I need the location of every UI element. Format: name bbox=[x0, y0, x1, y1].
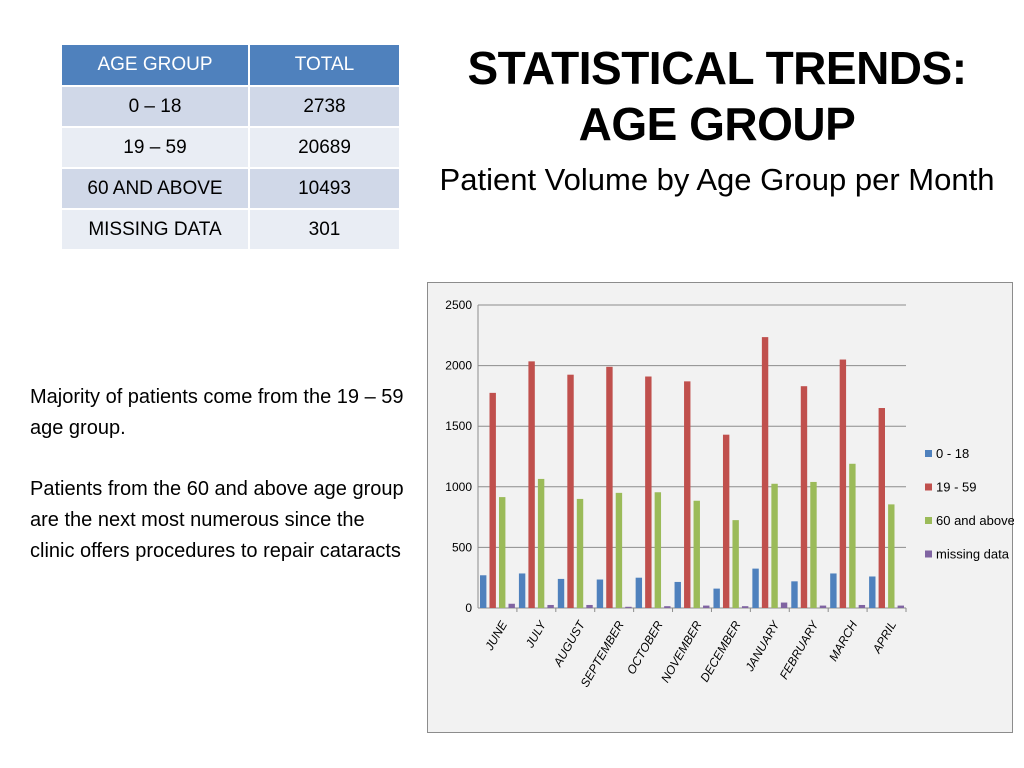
legend-label: missing data bbox=[936, 547, 1010, 562]
x-category-label: OCTOBER bbox=[624, 618, 666, 676]
age-group-table: AGE GROUP TOTAL 0 – 18 2738 19 – 59 2068… bbox=[60, 43, 401, 251]
bar-19---59 bbox=[684, 381, 691, 608]
bar-missing-data bbox=[897, 605, 904, 608]
total-cell: 20689 bbox=[248, 126, 401, 169]
x-category-label: DECEMBER bbox=[697, 618, 743, 684]
legend-swatch bbox=[925, 450, 932, 457]
bar-0---18 bbox=[674, 581, 681, 608]
total-cell: 301 bbox=[248, 208, 401, 251]
bar-60-and-above bbox=[888, 504, 895, 608]
bar-60-and-above bbox=[693, 500, 700, 608]
bar-19---59 bbox=[878, 408, 885, 608]
bar-0---18 bbox=[830, 573, 837, 608]
y-tick-label: 1000 bbox=[445, 480, 472, 494]
age-group-cell: 0 – 18 bbox=[60, 85, 250, 128]
bar-missing-data bbox=[625, 606, 632, 608]
bar-0---18 bbox=[557, 578, 565, 608]
bar-missing-data bbox=[819, 605, 827, 608]
total-cell: 2738 bbox=[248, 85, 401, 128]
bar-missing-data bbox=[508, 603, 515, 608]
x-category-label: JULY bbox=[522, 618, 549, 651]
bar-19---59 bbox=[761, 337, 769, 608]
x-category-label: MARCH bbox=[826, 618, 860, 663]
legend-swatch bbox=[925, 483, 932, 491]
y-tick-label: 2000 bbox=[445, 359, 472, 373]
bar-missing-data bbox=[741, 606, 749, 608]
x-category-label: APRIL bbox=[869, 619, 899, 657]
x-category-label: AUGUST bbox=[550, 617, 588, 670]
bar-60-and-above bbox=[537, 478, 545, 608]
bar-19---59 bbox=[489, 392, 496, 608]
table-row: MISSING DATA 301 bbox=[60, 208, 401, 251]
x-category-label: FEBRUARY bbox=[777, 618, 822, 682]
notes-text: Majority of patients come from the 19 – … bbox=[30, 382, 410, 597]
bar-0---18 bbox=[713, 588, 720, 608]
bar-0---18 bbox=[518, 573, 526, 608]
bar-19---59 bbox=[528, 361, 535, 608]
bar-0---18 bbox=[869, 576, 876, 608]
x-category-label: JANUARY bbox=[742, 618, 783, 675]
slide-title-line-2: AGE GROUP bbox=[578, 98, 856, 150]
slide-title-line-1: STATISTICAL TRENDS: bbox=[467, 42, 967, 94]
y-tick-label: 1500 bbox=[445, 419, 472, 433]
total-cell: 10493 bbox=[248, 167, 401, 210]
y-tick-label: 0 bbox=[465, 601, 472, 615]
legend-swatch bbox=[925, 550, 932, 558]
bar-19---59 bbox=[800, 386, 808, 608]
bar-19---59 bbox=[567, 374, 574, 608]
y-tick-label: 500 bbox=[452, 540, 472, 554]
bar-19---59 bbox=[722, 434, 730, 608]
y-tick-label: 2500 bbox=[445, 298, 472, 312]
bar-60-and-above bbox=[810, 481, 817, 608]
chart-frame: 0 500 1000 1500 2000 2500 JUNE JULY AUGUST SEPTEM… bbox=[427, 282, 1014, 733]
bar-60-and-above bbox=[499, 497, 506, 608]
bar-missing-data bbox=[780, 602, 788, 608]
age-group-cell: MISSING DATA bbox=[60, 208, 250, 251]
bar-missing-data bbox=[858, 604, 866, 608]
bar-60-and-above bbox=[615, 492, 623, 608]
title-block: STATISTICAL TRENDS: AGE GROUP Patient Vo… bbox=[420, 40, 1014, 202]
note-majority: Majority of patients come from the 19 – … bbox=[30, 386, 404, 439]
bar-0---18 bbox=[635, 577, 643, 608]
bar-0---18 bbox=[480, 575, 487, 608]
header-age-group: AGE GROUP bbox=[60, 43, 250, 87]
bar-0---18 bbox=[791, 581, 798, 608]
table-row: 0 – 18 2738 bbox=[60, 85, 401, 128]
bar-19---59 bbox=[839, 359, 847, 608]
bar-missing-data bbox=[664, 606, 671, 608]
age-group-cell: 19 – 59 bbox=[60, 126, 250, 169]
bar-0---18 bbox=[752, 568, 759, 608]
legend-label: 19 - 59 bbox=[936, 480, 976, 495]
table-header-row: AGE GROUP TOTAL bbox=[60, 43, 401, 87]
legend-label: 0 - 18 bbox=[936, 446, 969, 461]
bar-19---59 bbox=[606, 366, 613, 608]
x-category-label: JUNE bbox=[482, 618, 511, 654]
table-row: 60 AND ABOVE 10493 bbox=[60, 167, 401, 210]
note-sixty-and-above: Patients from the 60 and above age group… bbox=[30, 478, 404, 562]
legend-label: 60 and above bbox=[936, 513, 1014, 528]
legend-swatch bbox=[925, 517, 932, 524]
bar-60-and-above bbox=[849, 463, 856, 608]
bar-missing-data bbox=[586, 604, 593, 608]
bar-60-and-above bbox=[654, 492, 662, 608]
slide-subtitle: Patient Volume by Age Group per Month bbox=[439, 162, 995, 197]
bar-missing-data bbox=[547, 604, 554, 608]
bar-60-and-above bbox=[576, 498, 584, 608]
header-total: TOTAL bbox=[248, 43, 401, 87]
bar-19---59 bbox=[645, 376, 652, 608]
bar-missing-data bbox=[703, 605, 710, 608]
bar-60-and-above bbox=[732, 520, 739, 608]
bar-0---18 bbox=[596, 579, 604, 608]
bar-60-and-above bbox=[771, 483, 778, 608]
age-group-cell: 60 AND ABOVE bbox=[60, 167, 250, 210]
table-row: 19 – 59 20689 bbox=[60, 126, 401, 169]
